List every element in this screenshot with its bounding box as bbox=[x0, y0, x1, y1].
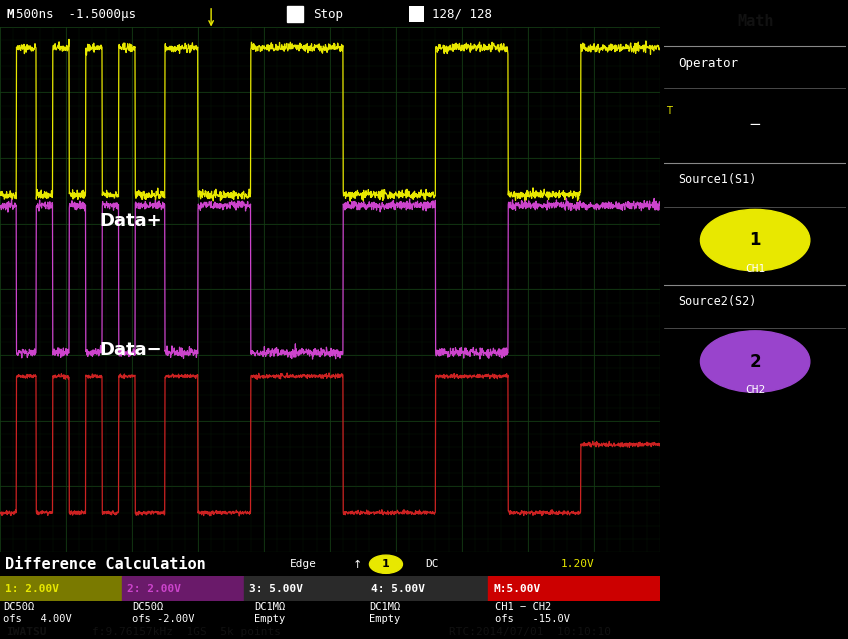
Text: Edge: Edge bbox=[290, 559, 317, 569]
Text: DC50Ω: DC50Ω bbox=[132, 603, 163, 612]
Bar bbox=[244, 576, 366, 601]
Bar bbox=[0, 552, 281, 576]
Text: RTC:2014/07/01  10:10:10: RTC:2014/07/01 10:10:10 bbox=[449, 627, 611, 636]
Text: f:9.76157kHz  1GS  5k points: f:9.76157kHz 1GS 5k points bbox=[92, 627, 282, 636]
Text: M: M bbox=[7, 8, 14, 20]
Text: DC: DC bbox=[426, 559, 439, 569]
Text: Data+: Data+ bbox=[99, 212, 162, 230]
Bar bbox=[0, 576, 122, 601]
Text: 1: 2.00V: 1: 2.00V bbox=[5, 583, 59, 594]
Text: ofs   4.00V: ofs 4.00V bbox=[3, 614, 72, 624]
Ellipse shape bbox=[370, 555, 403, 573]
Ellipse shape bbox=[700, 210, 810, 271]
Text: Data−: Data− bbox=[99, 341, 162, 359]
Bar bbox=[488, 576, 660, 601]
Text: CH1: CH1 bbox=[745, 263, 765, 273]
Text: 1: 1 bbox=[750, 231, 761, 249]
Text: Empty: Empty bbox=[254, 614, 285, 624]
Text: CH2: CH2 bbox=[745, 385, 765, 395]
Text: 2: 2 bbox=[750, 353, 761, 371]
Text: −: − bbox=[749, 117, 762, 132]
Text: CH1 − CH2: CH1 − CH2 bbox=[495, 603, 551, 612]
Bar bbox=[122, 576, 244, 601]
Text: Empty: Empty bbox=[370, 614, 401, 624]
Text: 1: 1 bbox=[382, 559, 390, 569]
Text: DC50Ω: DC50Ω bbox=[3, 603, 35, 612]
Text: ofs -2.00V: ofs -2.00V bbox=[132, 614, 194, 624]
Text: IWATSU: IWATSU bbox=[7, 627, 47, 636]
Bar bbox=[366, 576, 488, 601]
Text: 500ns  -1.5000μs: 500ns -1.5000μs bbox=[16, 8, 137, 20]
Text: M:5.00V: M:5.00V bbox=[494, 583, 541, 594]
Text: Stop: Stop bbox=[314, 8, 343, 20]
Text: 1.20V: 1.20V bbox=[561, 559, 594, 569]
Text: DC1MΩ: DC1MΩ bbox=[254, 603, 285, 612]
Text: Source1(S1): Source1(S1) bbox=[678, 173, 757, 187]
Text: ofs   -15.0V: ofs -15.0V bbox=[495, 614, 570, 624]
Text: Operator: Operator bbox=[678, 57, 739, 70]
Text: 128/ 128: 128/ 128 bbox=[432, 8, 492, 20]
Text: 3: 5.00V: 3: 5.00V bbox=[249, 583, 304, 594]
Text: DC1MΩ: DC1MΩ bbox=[370, 603, 401, 612]
Text: T: T bbox=[667, 106, 672, 116]
Text: ↑: ↑ bbox=[353, 560, 362, 571]
Text: 4: 5.00V: 4: 5.00V bbox=[371, 583, 426, 594]
Text: Source2(S2): Source2(S2) bbox=[678, 295, 757, 308]
Text: Math: Math bbox=[737, 14, 773, 29]
Ellipse shape bbox=[700, 331, 810, 392]
Text: 2: 2.00V: 2: 2.00V bbox=[127, 583, 181, 594]
Bar bbox=[287, 6, 304, 22]
Bar bbox=[409, 6, 423, 22]
Text: Difference Calculation: Difference Calculation bbox=[5, 557, 206, 572]
